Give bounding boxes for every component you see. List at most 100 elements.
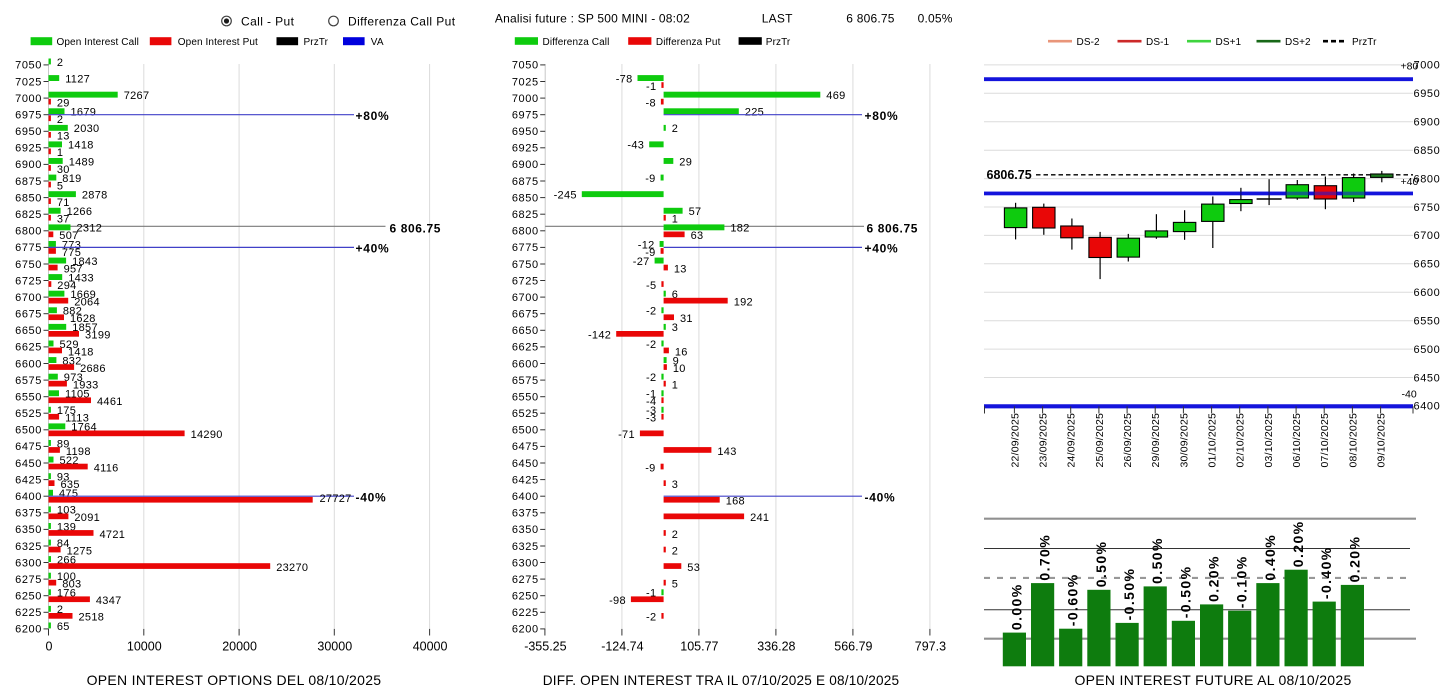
svg-text:-40%: -40% bbox=[356, 490, 387, 504]
svg-text:2091: 2091 bbox=[74, 512, 100, 524]
svg-text:6425: 6425 bbox=[15, 474, 42, 486]
svg-text:2064: 2064 bbox=[74, 297, 100, 309]
svg-text:797.3: 797.3 bbox=[915, 640, 946, 654]
svg-text:6300: 6300 bbox=[512, 557, 539, 569]
svg-text:225: 225 bbox=[745, 107, 764, 119]
svg-text:40000: 40000 bbox=[413, 640, 448, 654]
svg-text:973: 973 bbox=[64, 372, 83, 384]
svg-text:6375: 6375 bbox=[512, 508, 539, 520]
svg-text:6300: 6300 bbox=[15, 557, 42, 569]
svg-text:7000: 7000 bbox=[512, 93, 539, 105]
svg-text:192: 192 bbox=[734, 297, 753, 309]
svg-text:6675: 6675 bbox=[512, 309, 539, 321]
svg-text:-27: -27 bbox=[633, 256, 650, 268]
svg-text:0.50%: 0.50% bbox=[1149, 537, 1165, 584]
svg-text:3: 3 bbox=[672, 479, 678, 491]
svg-text:1: 1 bbox=[672, 380, 678, 392]
svg-text:7050: 7050 bbox=[15, 60, 42, 72]
svg-text:-0.40%: -0.40% bbox=[1318, 546, 1334, 599]
svg-text:6975: 6975 bbox=[512, 110, 539, 122]
svg-text:6450: 6450 bbox=[15, 458, 42, 470]
svg-text:-9: -9 bbox=[645, 247, 655, 259]
svg-text:6 806.75: 6 806.75 bbox=[390, 221, 442, 235]
svg-text:6475: 6475 bbox=[15, 441, 42, 453]
svg-text:2878: 2878 bbox=[82, 190, 108, 202]
svg-text:6850: 6850 bbox=[1414, 145, 1441, 157]
svg-text:6800: 6800 bbox=[512, 226, 539, 238]
svg-text:2030: 2030 bbox=[74, 123, 100, 135]
svg-text:1127: 1127 bbox=[65, 73, 90, 85]
svg-text:6450: 6450 bbox=[1414, 372, 1441, 384]
svg-text:OPEN INTEREST FUTURE AL 08/10/: OPEN INTEREST FUTURE AL 08/10/2025 bbox=[1074, 672, 1351, 686]
svg-text:6800: 6800 bbox=[1414, 173, 1441, 185]
svg-text:DS+1: DS+1 bbox=[1216, 37, 1242, 48]
svg-text:9: 9 bbox=[673, 355, 679, 367]
svg-text:-245: -245 bbox=[554, 190, 577, 202]
svg-text:24/09/2025: 24/09/2025 bbox=[1066, 413, 1078, 468]
svg-text:0.40%: 0.40% bbox=[1262, 534, 1278, 581]
svg-text:Differenza Call Put: Differenza Call Put bbox=[348, 14, 456, 28]
svg-text:6550: 6550 bbox=[512, 392, 539, 404]
svg-text:-1: -1 bbox=[646, 588, 656, 600]
svg-text:+40%: +40% bbox=[356, 242, 390, 256]
svg-text:6725: 6725 bbox=[512, 275, 539, 287]
svg-text:507: 507 bbox=[59, 230, 78, 242]
svg-text:1628: 1628 bbox=[70, 313, 96, 325]
svg-text:Call - Put: Call - Put bbox=[241, 14, 295, 28]
svg-text:143: 143 bbox=[717, 446, 736, 458]
svg-text:53: 53 bbox=[687, 562, 700, 574]
svg-text:29/09/2025: 29/09/2025 bbox=[1150, 413, 1162, 468]
svg-text:7267: 7267 bbox=[124, 90, 150, 102]
svg-text:2: 2 bbox=[57, 604, 63, 616]
svg-text:0.70%: 0.70% bbox=[1037, 534, 1053, 581]
svg-text:105.77: 105.77 bbox=[680, 640, 718, 654]
svg-text:6806.75: 6806.75 bbox=[987, 168, 1032, 182]
svg-text:-0.60%: -0.60% bbox=[1065, 573, 1081, 626]
svg-text:6650: 6650 bbox=[15, 325, 42, 337]
svg-text:6525: 6525 bbox=[512, 408, 539, 420]
svg-text:6950: 6950 bbox=[512, 126, 539, 138]
svg-text:6475: 6475 bbox=[512, 441, 539, 453]
svg-text:31: 31 bbox=[680, 313, 693, 325]
svg-text:2: 2 bbox=[672, 545, 678, 557]
svg-text:0.50%: 0.50% bbox=[1093, 541, 1109, 588]
svg-text:6925: 6925 bbox=[15, 143, 42, 155]
svg-text:6950: 6950 bbox=[15, 126, 42, 138]
svg-text:1679: 1679 bbox=[71, 107, 97, 119]
svg-text:09/10/2025: 09/10/2025 bbox=[1376, 413, 1388, 468]
svg-text:-2: -2 bbox=[646, 372, 656, 384]
svg-text:-2: -2 bbox=[646, 339, 656, 351]
svg-text:6275: 6275 bbox=[15, 574, 42, 586]
svg-text:PrzTr: PrzTr bbox=[304, 37, 329, 48]
svg-text:6500: 6500 bbox=[512, 425, 539, 437]
svg-text:10: 10 bbox=[673, 363, 686, 375]
svg-text:03/10/2025: 03/10/2025 bbox=[1263, 413, 1275, 468]
svg-text:-40%: -40% bbox=[865, 490, 896, 504]
svg-text:6750: 6750 bbox=[1414, 202, 1441, 214]
svg-text:1669: 1669 bbox=[70, 289, 96, 301]
svg-text:6 806.75: 6 806.75 bbox=[867, 221, 919, 235]
svg-text:168: 168 bbox=[726, 496, 745, 508]
svg-text:4461: 4461 bbox=[97, 396, 123, 408]
svg-text:6900: 6900 bbox=[1414, 117, 1441, 129]
svg-text:1: 1 bbox=[57, 147, 63, 159]
svg-text:-3: -3 bbox=[646, 405, 656, 417]
svg-text:-2: -2 bbox=[646, 306, 656, 318]
svg-text:6575: 6575 bbox=[512, 375, 539, 387]
svg-text:13: 13 bbox=[674, 263, 687, 275]
svg-text:4347: 4347 bbox=[96, 595, 122, 607]
svg-text:-4: -4 bbox=[646, 396, 656, 408]
svg-text:-142: -142 bbox=[588, 330, 611, 342]
svg-text:6800: 6800 bbox=[15, 226, 42, 238]
svg-text:2: 2 bbox=[57, 114, 63, 126]
svg-text:DS-2: DS-2 bbox=[1077, 37, 1101, 48]
svg-text:-3: -3 bbox=[646, 413, 656, 425]
svg-text:-1: -1 bbox=[646, 389, 656, 401]
svg-text:-0.50%: -0.50% bbox=[1177, 566, 1193, 619]
svg-text:6725: 6725 bbox=[15, 275, 42, 287]
svg-text:6575: 6575 bbox=[15, 375, 42, 387]
svg-text:2686: 2686 bbox=[80, 363, 106, 375]
svg-text:635: 635 bbox=[61, 479, 80, 491]
svg-text:6325: 6325 bbox=[15, 541, 42, 553]
svg-text:6200: 6200 bbox=[15, 624, 42, 636]
